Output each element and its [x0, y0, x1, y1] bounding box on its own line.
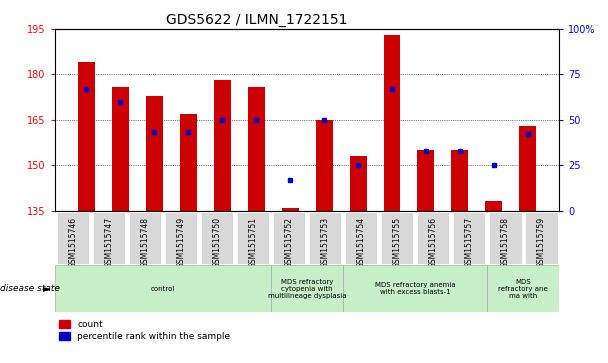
Bar: [282, 208, 299, 211]
Text: GSM1515752: GSM1515752: [285, 217, 294, 268]
Text: GSM1515753: GSM1515753: [320, 217, 330, 268]
Bar: [418, 150, 435, 211]
Text: GSM1515747: GSM1515747: [105, 217, 113, 268]
Bar: [247, 86, 264, 211]
FancyBboxPatch shape: [343, 265, 487, 312]
Bar: [519, 126, 536, 211]
Text: GSM1515755: GSM1515755: [393, 217, 402, 268]
Text: MDS
refractory ane
ma with: MDS refractory ane ma with: [499, 278, 548, 299]
FancyBboxPatch shape: [129, 212, 161, 264]
Bar: [350, 156, 367, 211]
FancyBboxPatch shape: [381, 212, 413, 264]
Text: GSM1515748: GSM1515748: [140, 217, 150, 268]
FancyBboxPatch shape: [273, 212, 305, 264]
Title: GDS5622 / ILMN_1722151: GDS5622 / ILMN_1722151: [166, 13, 347, 26]
Bar: [485, 201, 502, 211]
FancyBboxPatch shape: [201, 212, 233, 264]
Text: ►: ►: [43, 284, 50, 294]
Text: MDS refractory anemia
with excess blasts-1: MDS refractory anemia with excess blasts…: [375, 282, 455, 295]
Bar: [316, 120, 333, 211]
FancyBboxPatch shape: [453, 212, 485, 264]
Bar: [213, 81, 230, 211]
FancyBboxPatch shape: [57, 212, 89, 264]
Bar: [384, 35, 401, 211]
Bar: [146, 95, 162, 211]
FancyBboxPatch shape: [417, 212, 449, 264]
Text: MDS refractory
cytopenia with
multilineage dysplasia: MDS refractory cytopenia with multilinea…: [268, 278, 347, 299]
FancyBboxPatch shape: [345, 212, 378, 264]
Text: GSM1515749: GSM1515749: [176, 217, 185, 268]
FancyBboxPatch shape: [309, 212, 341, 264]
Text: GSM1515750: GSM1515750: [212, 217, 221, 268]
Text: GSM1515758: GSM1515758: [501, 217, 510, 268]
Text: GSM1515751: GSM1515751: [249, 217, 257, 268]
FancyBboxPatch shape: [55, 265, 271, 312]
Legend: count, percentile rank within the sample: count, percentile rank within the sample: [59, 320, 230, 341]
FancyBboxPatch shape: [487, 265, 559, 312]
Bar: [452, 150, 468, 211]
FancyBboxPatch shape: [237, 212, 269, 264]
FancyBboxPatch shape: [525, 212, 558, 264]
Text: GSM1515756: GSM1515756: [429, 217, 438, 268]
FancyBboxPatch shape: [489, 212, 522, 264]
FancyBboxPatch shape: [92, 212, 125, 264]
Text: GSM1515754: GSM1515754: [357, 217, 365, 268]
Bar: [78, 62, 95, 211]
Text: control: control: [151, 286, 175, 291]
Text: GSM1515757: GSM1515757: [465, 217, 474, 268]
Bar: [179, 114, 196, 211]
Text: GSM1515759: GSM1515759: [537, 217, 546, 268]
Bar: [112, 86, 129, 211]
FancyBboxPatch shape: [271, 265, 343, 312]
FancyBboxPatch shape: [165, 212, 197, 264]
Text: GSM1515746: GSM1515746: [68, 217, 77, 268]
Text: disease state: disease state: [0, 284, 60, 293]
